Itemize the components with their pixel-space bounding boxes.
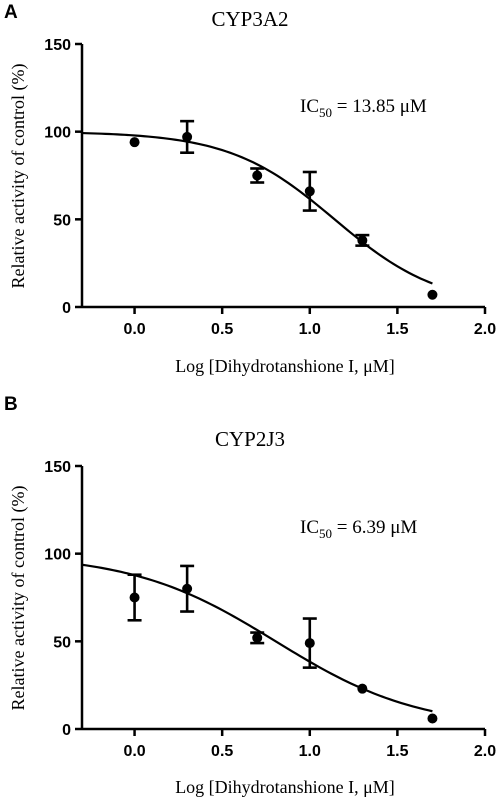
chart-title: CYP3A2 bbox=[211, 7, 288, 31]
y-tick-label: 100 bbox=[44, 547, 71, 564]
data-point bbox=[129, 592, 140, 603]
data-point bbox=[129, 137, 140, 148]
y-tick-label: 0 bbox=[62, 722, 71, 739]
data-point bbox=[357, 235, 368, 246]
panel-letter: A bbox=[4, 2, 18, 23]
plot-area: 0 50 100 150 0.0 0.5 1.0 1.5 2.0 bbox=[44, 459, 496, 760]
x-tick-label: 0.5 bbox=[211, 321, 233, 338]
y-axis-label: Relative activity of control (%) bbox=[8, 486, 29, 711]
x-axis-label: Log [Dihydrotanshione I, μM] bbox=[175, 777, 395, 797]
x-tick-label: 1.0 bbox=[299, 321, 321, 338]
ic50-annotation: IC50 = 13.85 μM bbox=[300, 96, 427, 120]
panel-b: B CYP2J3 Relative activity of control (%… bbox=[4, 394, 496, 797]
ic50-subscript: 50 bbox=[319, 105, 332, 120]
x-tick-label: 0.5 bbox=[211, 743, 233, 760]
data-point bbox=[252, 170, 263, 181]
ic50-subscript: 50 bbox=[319, 526, 332, 541]
x-tick-label: 2.0 bbox=[474, 743, 496, 760]
y-axis-label: Relative activity of control (%) bbox=[8, 64, 29, 289]
x-tick-label: 0.0 bbox=[123, 321, 145, 338]
chart-title: CYP2J3 bbox=[215, 427, 285, 451]
y-tick-label: 50 bbox=[53, 212, 71, 229]
plot-area: 0 50 100 150 0.0 0.5 1.0 1.5 2.0 bbox=[44, 37, 496, 338]
data-point bbox=[304, 638, 315, 649]
ic50-value: = 13.85 μM bbox=[332, 96, 427, 117]
ic50-annotation: IC50 = 6.39 μM bbox=[300, 517, 417, 541]
ic50-prefix: IC bbox=[300, 96, 319, 117]
y-tick-label: 150 bbox=[44, 459, 71, 476]
x-tick-label: 1.5 bbox=[386, 743, 408, 760]
x-axis-label: Log [Dihydrotanshione I, μM] bbox=[175, 356, 395, 376]
x-tick-label: 1.0 bbox=[299, 743, 321, 760]
data-point bbox=[304, 186, 315, 197]
data-point bbox=[427, 289, 438, 300]
y-tick-label: 150 bbox=[44, 37, 71, 54]
data-point bbox=[252, 632, 263, 643]
ic50-prefix: IC bbox=[300, 517, 319, 538]
panel-letter: B bbox=[4, 394, 18, 415]
x-tick-label: 2.0 bbox=[474, 321, 496, 338]
data-point bbox=[427, 713, 438, 724]
y-tick-label: 0 bbox=[62, 300, 71, 317]
fit-curve bbox=[81, 563, 433, 713]
y-tick-label: 50 bbox=[53, 634, 71, 651]
data-point bbox=[357, 683, 368, 694]
x-tick-label: 0.0 bbox=[123, 743, 145, 760]
x-tick-label: 1.5 bbox=[386, 321, 408, 338]
y-tick-label: 100 bbox=[44, 125, 71, 142]
fit-curve bbox=[81, 131, 433, 285]
ic50-value: = 6.39 μM bbox=[332, 517, 417, 538]
data-point bbox=[182, 131, 193, 142]
panel-a: A CYP3A2 Relative activity of control (%… bbox=[4, 2, 496, 376]
data-point bbox=[182, 583, 193, 594]
